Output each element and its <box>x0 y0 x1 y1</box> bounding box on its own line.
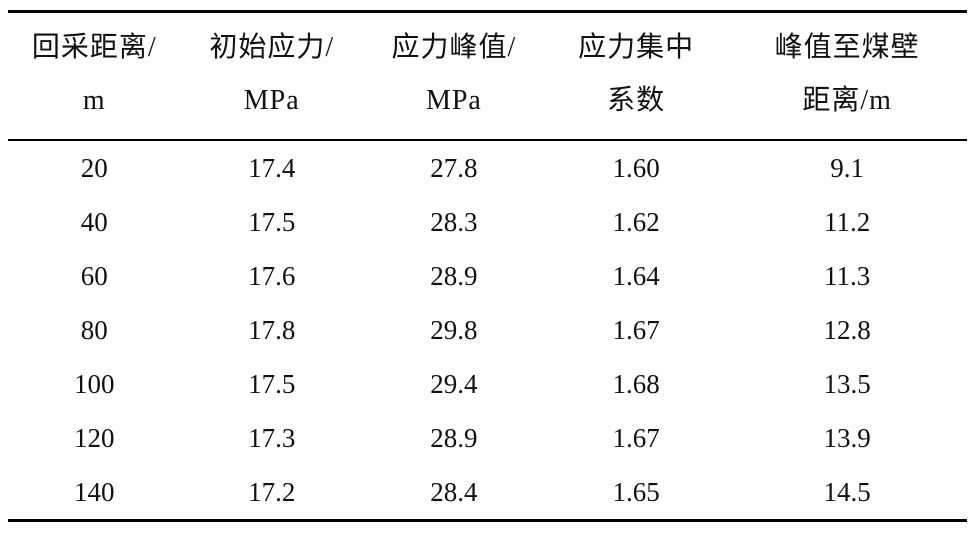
table-cell: 1.68 <box>612 368 660 399</box>
table-cell: 17.5 <box>248 368 296 399</box>
table-cell: 28.9 <box>430 422 478 453</box>
table-cell: 1.67 <box>612 314 660 345</box>
table-row: 100 17.5 29.4 1.68 13.5 <box>8 357 967 411</box>
table-cell: 80 <box>80 314 108 345</box>
table-cell: 40 <box>80 206 108 237</box>
table-cell: 100 <box>74 368 115 399</box>
table-cell: 9.1 <box>830 152 864 183</box>
table-cell: 28.9 <box>430 260 478 291</box>
column-header-initial-stress: 初始应力/ MPa <box>180 11 363 142</box>
table-row: 120 17.3 28.9 1.67 13.9 <box>8 411 967 465</box>
table-cell: 28.3 <box>430 206 478 237</box>
table-cell: 20 <box>80 152 108 183</box>
table-cell: 60 <box>80 260 108 291</box>
table-cell: 1.64 <box>612 260 660 291</box>
table-cell: 140 <box>74 476 115 507</box>
table-cell: 17.3 <box>248 422 296 453</box>
table-cell: 1.62 <box>612 206 660 237</box>
table-row: 20 17.4 27.8 1.60 9.1 <box>8 140 967 195</box>
table-row: 60 17.6 28.9 1.64 11.3 <box>8 249 967 303</box>
table-cell: 1.67 <box>612 422 660 453</box>
table-row: 140 17.2 28.4 1.65 14.5 <box>8 465 967 521</box>
table-cell: 27.8 <box>430 152 478 183</box>
table-cell: 29.4 <box>430 368 478 399</box>
table-cell: 11.3 <box>823 260 871 291</box>
table-row: 40 17.5 28.3 1.62 11.2 <box>8 195 967 249</box>
stress-statistics-table: 回采距离/ m 初始应力/ MPa 应力峰值/ MPa 应力集中 系数 峰值至煤… <box>8 10 967 523</box>
table-cell: 17.8 <box>248 314 296 345</box>
table-cell: 13.5 <box>823 368 871 399</box>
column-header-concentration-factor: 应力集中 系数 <box>545 11 728 142</box>
table-cell: 14.5 <box>823 476 871 507</box>
table-cell: 11.2 <box>823 206 871 237</box>
table-cell: 17.6 <box>248 260 296 291</box>
table-cell: 12.8 <box>823 314 871 345</box>
table-cell: 120 <box>74 422 115 453</box>
table-header-row: 回采距离/ m 初始应力/ MPa 应力峰值/ MPa 应力集中 系数 峰值至煤… <box>8 11 967 142</box>
table-cell: 1.65 <box>612 476 660 507</box>
column-header-peak-to-wall-distance: 峰值至煤壁 距离/m <box>727 11 967 142</box>
table-cell: 29.8 <box>430 314 478 345</box>
table-cell: 1.60 <box>612 152 660 183</box>
table-cell: 13.9 <box>823 422 871 453</box>
table-row: 80 17.8 29.8 1.67 12.8 <box>8 303 967 357</box>
table-cell: 28.4 <box>430 476 478 507</box>
column-header-peak-stress: 应力峰值/ MPa <box>362 11 546 142</box>
table-cell: 17.4 <box>248 152 296 183</box>
table-cell: 17.2 <box>248 476 296 507</box>
column-header-mining-distance: 回采距离/ m <box>8 11 181 142</box>
table-cell: 17.5 <box>248 206 296 237</box>
